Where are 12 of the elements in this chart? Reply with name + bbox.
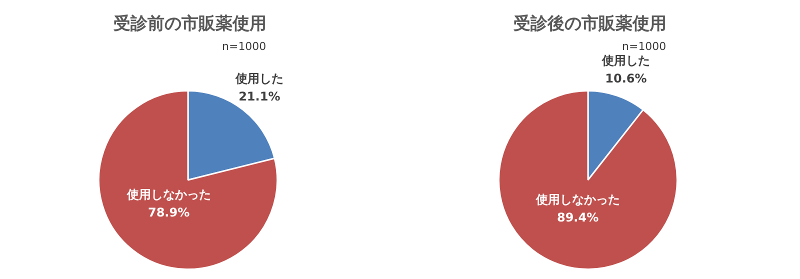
slice-label: 使用しなかった	[126, 188, 211, 202]
chart-subtitle: n=1000	[622, 40, 666, 53]
slice-label: 使用した	[600, 53, 650, 68]
data-label: 89.4%	[556, 210, 599, 225]
data-label: 78.9%	[148, 206, 190, 220]
chart-subtitle: n=1000	[222, 40, 266, 53]
data-label: 21.1%	[238, 90, 280, 104]
slice-label: 使用しなかった	[534, 192, 620, 207]
chart-title: 受診後の市販薬使用	[512, 13, 668, 35]
data-label: 10.6%	[605, 71, 647, 86]
slice-label: 使用した	[234, 72, 284, 86]
chart-title: 受診前の市販薬使用	[112, 13, 268, 35]
